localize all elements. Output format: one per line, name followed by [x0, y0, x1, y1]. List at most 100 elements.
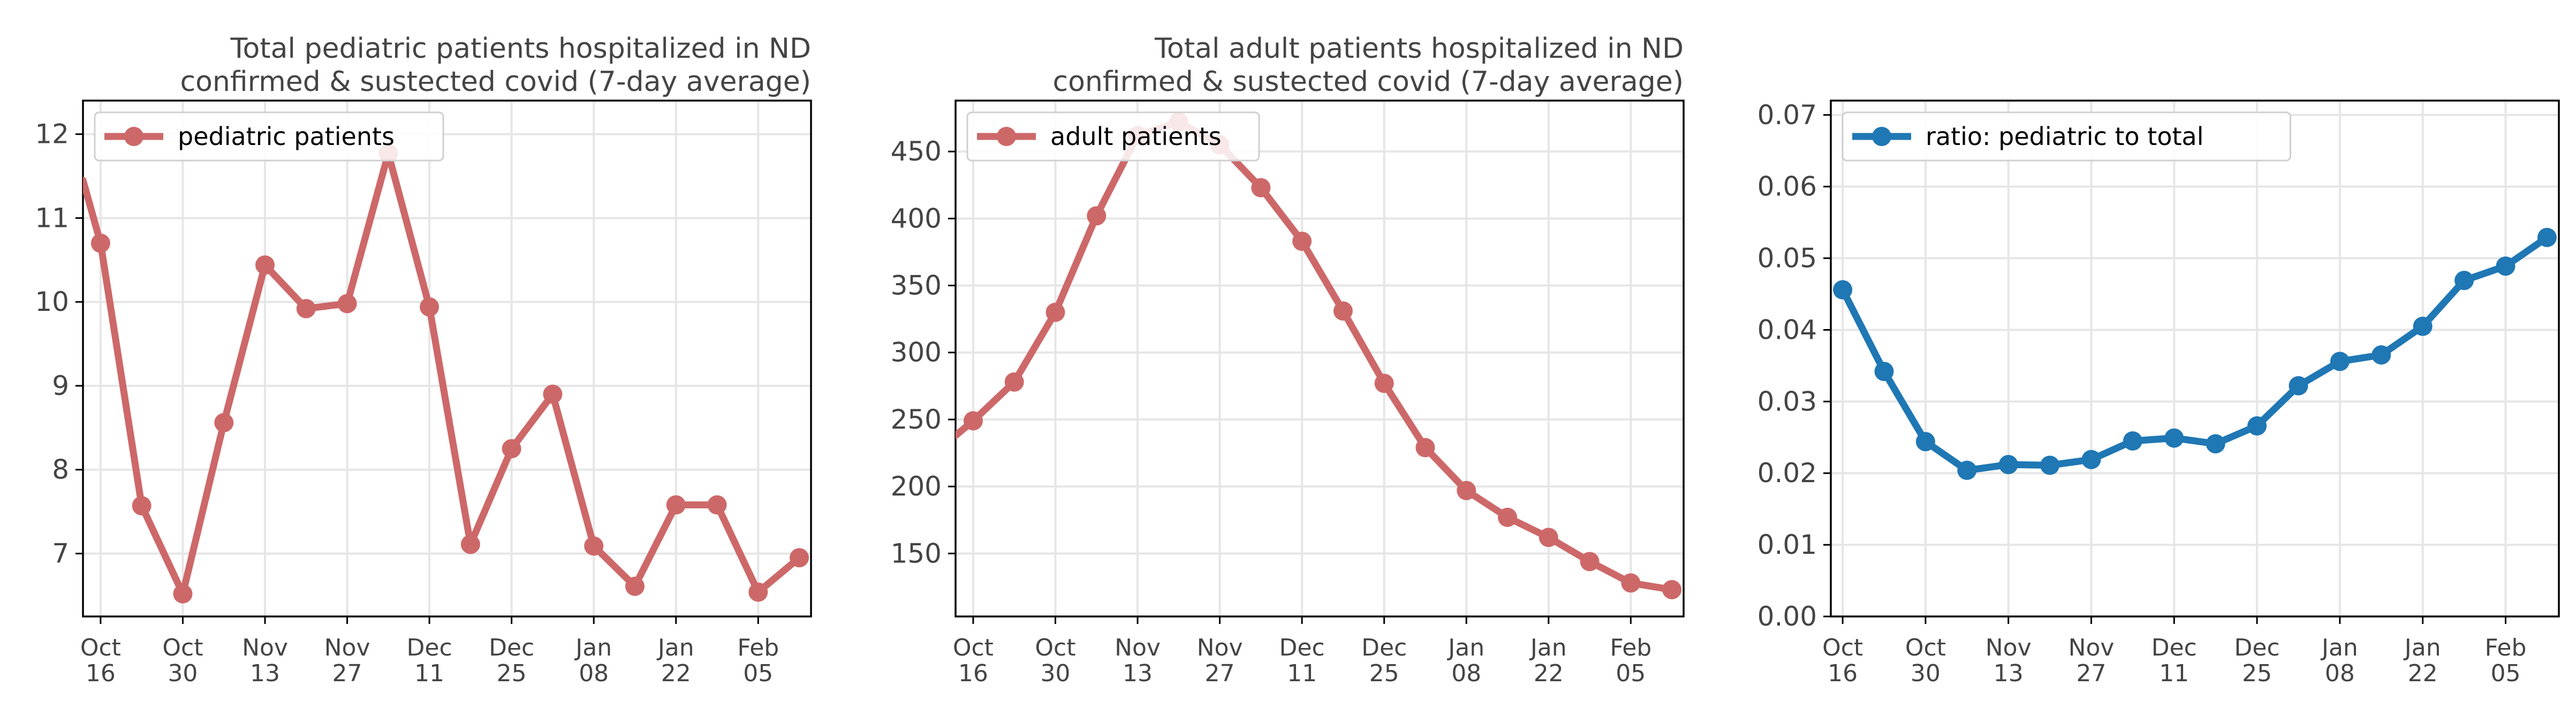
data-point — [2454, 271, 2474, 291]
legend — [1842, 111, 2291, 162]
y-tick-label: 350 — [891, 270, 942, 301]
data-point — [666, 495, 686, 515]
legend-label: ratio: pediatric to total — [1926, 122, 2203, 151]
x-tick-label: 05 — [1616, 660, 1646, 687]
y-tick-label: 9 — [52, 370, 69, 401]
data-point — [255, 255, 275, 275]
data-point — [2330, 352, 2350, 371]
chart-title: confirmed & sustected covid (7-day avera… — [180, 66, 811, 98]
data-point — [963, 411, 983, 431]
y-tick-label: 0.04 — [1757, 314, 1817, 345]
x-tick-label: Dec — [1361, 634, 1407, 661]
x-tick-label: 22 — [1534, 660, 1564, 687]
data-point — [2123, 431, 2142, 451]
data-point — [748, 582, 768, 602]
chart-panel-1: 789101112Oct16Oct30Nov13Nov27Dec11Dec25J… — [35, 33, 812, 687]
data-point — [1874, 362, 1894, 382]
data-point — [296, 299, 316, 318]
series-line — [956, 118, 1676, 593]
series-3 — [1833, 227, 2557, 480]
data-point — [1004, 372, 1024, 392]
data-point — [1497, 507, 1517, 527]
x-tick-label: 11 — [2159, 660, 2189, 687]
y-tick-label: 0.02 — [1757, 458, 1817, 489]
data-point — [90, 233, 110, 253]
y-tick-label: 150 — [891, 538, 942, 569]
data-point — [502, 439, 521, 459]
chart-title: Total pediatric patients hospitalized in… — [230, 33, 811, 65]
legend — [966, 111, 1260, 162]
x-tick-label: 30 — [168, 660, 198, 687]
x-tick-label: Oct — [1822, 634, 1863, 661]
legend-marker — [124, 127, 143, 146]
x-tick-label: Feb — [2485, 634, 2527, 661]
y-tick-label: 0.05 — [1757, 243, 1817, 274]
x-tick-label: 05 — [2490, 660, 2520, 687]
x-tick-label: 16 — [958, 660, 988, 687]
x-tick-label: 16 — [1828, 660, 1858, 687]
data-point — [2081, 450, 2101, 469]
y-tick-label: 200 — [891, 471, 942, 502]
y-tick-label: 0.01 — [1757, 529, 1817, 560]
data-point — [337, 294, 357, 314]
x-tick-label: Oct — [953, 634, 994, 661]
data-point — [2247, 416, 2267, 436]
data-point — [543, 384, 563, 404]
y-tick-label: 450 — [891, 136, 942, 167]
y-tick-label: 400 — [891, 203, 942, 234]
x-tick-label: Nov — [1115, 634, 1161, 661]
data-point — [1915, 432, 1935, 452]
data-point — [1662, 580, 1682, 599]
y-tick-label: 0.07 — [1757, 100, 1817, 131]
series-1 — [83, 143, 809, 604]
data-point — [1251, 178, 1271, 197]
data-point — [1415, 438, 1435, 458]
x-tick-label: Oct — [1035, 634, 1075, 661]
data-point — [2413, 316, 2433, 336]
series-line — [83, 150, 803, 598]
data-point — [1957, 460, 1977, 480]
data-point — [1374, 374, 1394, 393]
x-tick-label: Dec — [1279, 634, 1325, 661]
y-tick-label: 300 — [891, 337, 942, 368]
data-point — [2372, 345, 2391, 365]
data-point — [1292, 231, 1312, 251]
x-tick-label: Jan — [1446, 634, 1484, 661]
x-tick-label: 27 — [2077, 660, 2107, 687]
legend — [94, 111, 444, 162]
x-tick-label: Nov — [1986, 634, 2032, 661]
series-2 — [956, 112, 1682, 599]
chart-panel-2: 150200250300350400450Oct16Oct30Nov13Nov2… — [891, 33, 1685, 687]
data-point — [1998, 455, 2018, 475]
y-tick-label: 0.06 — [1757, 171, 1817, 202]
x-tick-label: 08 — [1451, 660, 1481, 687]
data-point — [1333, 301, 1353, 321]
y-tick-label: 0.00 — [1757, 601, 1817, 632]
x-tick-label: 22 — [661, 660, 691, 687]
x-tick-label: Oct — [80, 634, 121, 661]
data-point — [2206, 434, 2225, 454]
chart-title: Total adult patients hospitalized in ND — [1154, 33, 1684, 65]
data-point — [460, 535, 480, 554]
x-tick-label: Dec — [407, 634, 452, 661]
data-point — [214, 413, 234, 432]
x-tick-label: 11 — [414, 660, 444, 687]
data-point — [1621, 573, 1641, 593]
y-tick-label: 11 — [35, 202, 69, 233]
x-tick-label: 16 — [86, 660, 116, 687]
legend-label: pediatric patients — [178, 122, 395, 151]
data-point — [1457, 481, 1476, 500]
data-point — [2040, 455, 2060, 475]
x-tick-label: 11 — [1287, 660, 1317, 687]
x-tick-label: Dec — [2151, 634, 2197, 661]
x-tick-label: 22 — [2408, 660, 2438, 687]
data-point — [1045, 302, 1065, 322]
y-tick-label: 12 — [35, 119, 69, 150]
x-tick-label: Jan — [2403, 634, 2441, 661]
data-point — [2496, 256, 2516, 276]
chart-panel-3: 0.000.010.020.030.040.050.060.07Oct16Oct… — [1757, 100, 2560, 687]
x-tick-label: 08 — [579, 660, 609, 687]
data-point — [707, 495, 727, 515]
plot-frame — [82, 100, 812, 618]
x-tick-label: Dec — [489, 634, 534, 661]
